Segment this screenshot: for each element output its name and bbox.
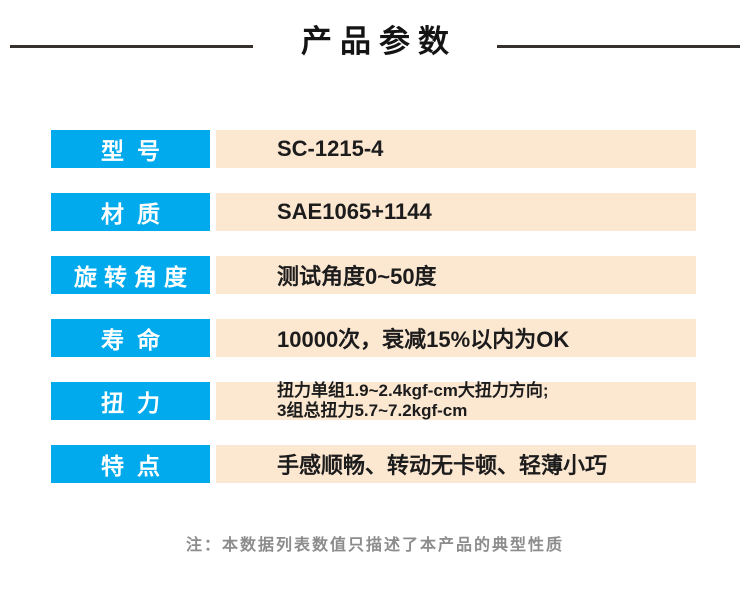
row-label-rotation-angle: 旋转角度 [51, 256, 210, 294]
table-row-rotation-angle: 旋转角度 测试角度0~50度 [51, 256, 696, 294]
row-label-lifespan: 寿命 [51, 319, 210, 357]
row-value-text: 手感顺畅、转动无卡顿、轻薄小巧 [277, 453, 608, 478]
row-value-line1: 扭力单组1.9~2.4kgf-cm大扭力方向; [277, 381, 549, 400]
page-header: 产品参数 [0, 20, 750, 64]
footer-note: 注：本数据列表数值只描述了本产品的典型性质 [185, 537, 564, 554]
header-rule-right [497, 44, 740, 48]
row-label-text: 型号 [101, 138, 173, 164]
row-value-text: SC-1215-4 [277, 136, 384, 161]
row-value-text: SAE1065+1144 [277, 199, 432, 224]
row-value-model: SC-1215-4 [216, 130, 696, 168]
header-rule-left [10, 44, 253, 48]
row-label-torque: 扭力 [51, 382, 210, 420]
spec-table: 型号 SC-1215-4 材质 SAE1065+1144 旋转角度 测试角度0~… [51, 130, 696, 508]
row-value-material: SAE1065+1144 [216, 193, 696, 231]
row-value-torque: 扭力单组1.9~2.4kgf-cm大扭力方向; 3组总扭力5.7~7.2kgf-… [216, 381, 696, 420]
row-label-text: 特点 [101, 453, 173, 479]
row-value-line2: 3组总扭力5.7~7.2kgf-cm [277, 401, 468, 420]
row-label-text: 材质 [101, 201, 173, 227]
table-row-torque: 扭力 扭力单组1.9~2.4kgf-cm大扭力方向; 3组总扭力5.7~7.2k… [51, 381, 696, 420]
row-value-rotation-angle: 测试角度0~50度 [216, 256, 696, 294]
row-label-material: 材质 [51, 193, 210, 231]
table-row-features: 特点 手感顺畅、转动无卡顿、轻薄小巧 [51, 445, 696, 483]
row-label-text: 旋转角度 [74, 264, 194, 290]
row-value-text: 10000次，衰减15%以内为OK [277, 327, 570, 352]
table-row-material: 材质 SAE1065+1144 [51, 193, 696, 231]
row-label-text: 寿命 [101, 327, 173, 353]
table-row-model: 型号 SC-1215-4 [51, 130, 696, 168]
row-label-features: 特点 [51, 445, 210, 483]
row-value-features: 手感顺畅、转动无卡顿、轻薄小巧 [216, 445, 696, 483]
table-row-lifespan: 寿命 10000次，衰减15%以内为OK [51, 319, 696, 357]
row-value-text: 测试角度0~50度 [277, 264, 437, 289]
row-value-lifespan: 10000次，衰减15%以内为OK [216, 319, 696, 357]
page-title: 产品参数 [301, 24, 457, 59]
row-label-text: 扭力 [101, 390, 173, 416]
row-label-model: 型号 [51, 130, 210, 168]
